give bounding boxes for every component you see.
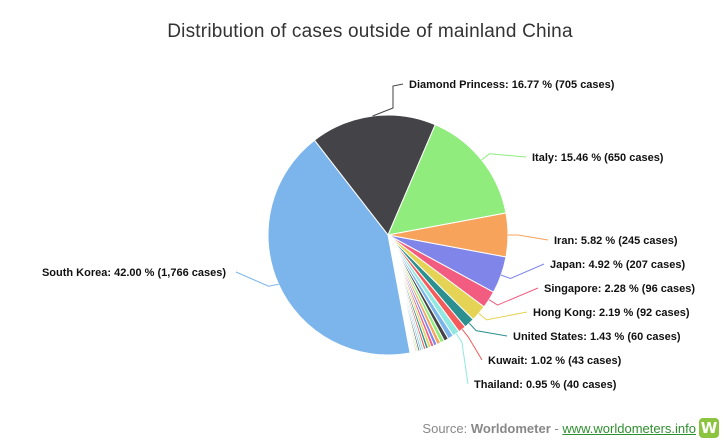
source-separator: -	[550, 421, 563, 436]
label-connectors	[235, 83, 549, 385]
label-connector	[461, 328, 483, 361]
pie-slice[interactable]	[387, 124, 507, 236]
label-connector	[235, 271, 279, 287]
data-label: Iran: 5.82 % (245 cases)	[554, 235, 678, 247]
pie-slices	[267, 114, 509, 356]
worldometer-logo-icon[interactable]: W	[699, 418, 719, 438]
label-connector	[488, 287, 539, 306]
label-connector	[372, 83, 404, 117]
source-name: Worldometer	[470, 421, 551, 436]
data-labels: Diamond Princess: 16.77 % (705 cases) Ita…	[42, 79, 695, 391]
chart-title: Distribution of cases outside of mainlan…	[167, 21, 573, 42]
data-label: Kuwait: 1.02 % (43 cases)	[488, 355, 622, 367]
data-label: United States: 1.43 % (60 cases)	[513, 331, 681, 343]
data-label: Thailand: 0.95 % (40 cases)	[474, 379, 617, 391]
data-label: Italy: 15.46 % (650 cases)	[532, 152, 664, 164]
data-label: Diamond Princess: 16.77 % (705 cases)	[409, 79, 615, 91]
label-connector	[500, 263, 545, 280]
label-connector	[455, 333, 469, 385]
label-connector	[478, 311, 528, 321]
data-label: South Korea: 42.00 % (1,766 cases)	[42, 267, 226, 279]
source-link[interactable]: www.worldometers.info	[562, 421, 696, 436]
label-connector	[508, 234, 549, 241]
source-credit: Source: Worldometer - www.worldometers.i…	[422, 421, 696, 436]
data-label: Japan: 4.92 % (207 cases)	[550, 259, 685, 271]
data-label: Singapore: 2.28 % (96 cases)	[544, 283, 695, 295]
label-connector	[468, 322, 508, 337]
label-connector	[481, 153, 527, 161]
source-prefix: Source:	[422, 421, 471, 436]
data-label: Hong Kong: 2.19 % (92 cases)	[533, 307, 690, 319]
